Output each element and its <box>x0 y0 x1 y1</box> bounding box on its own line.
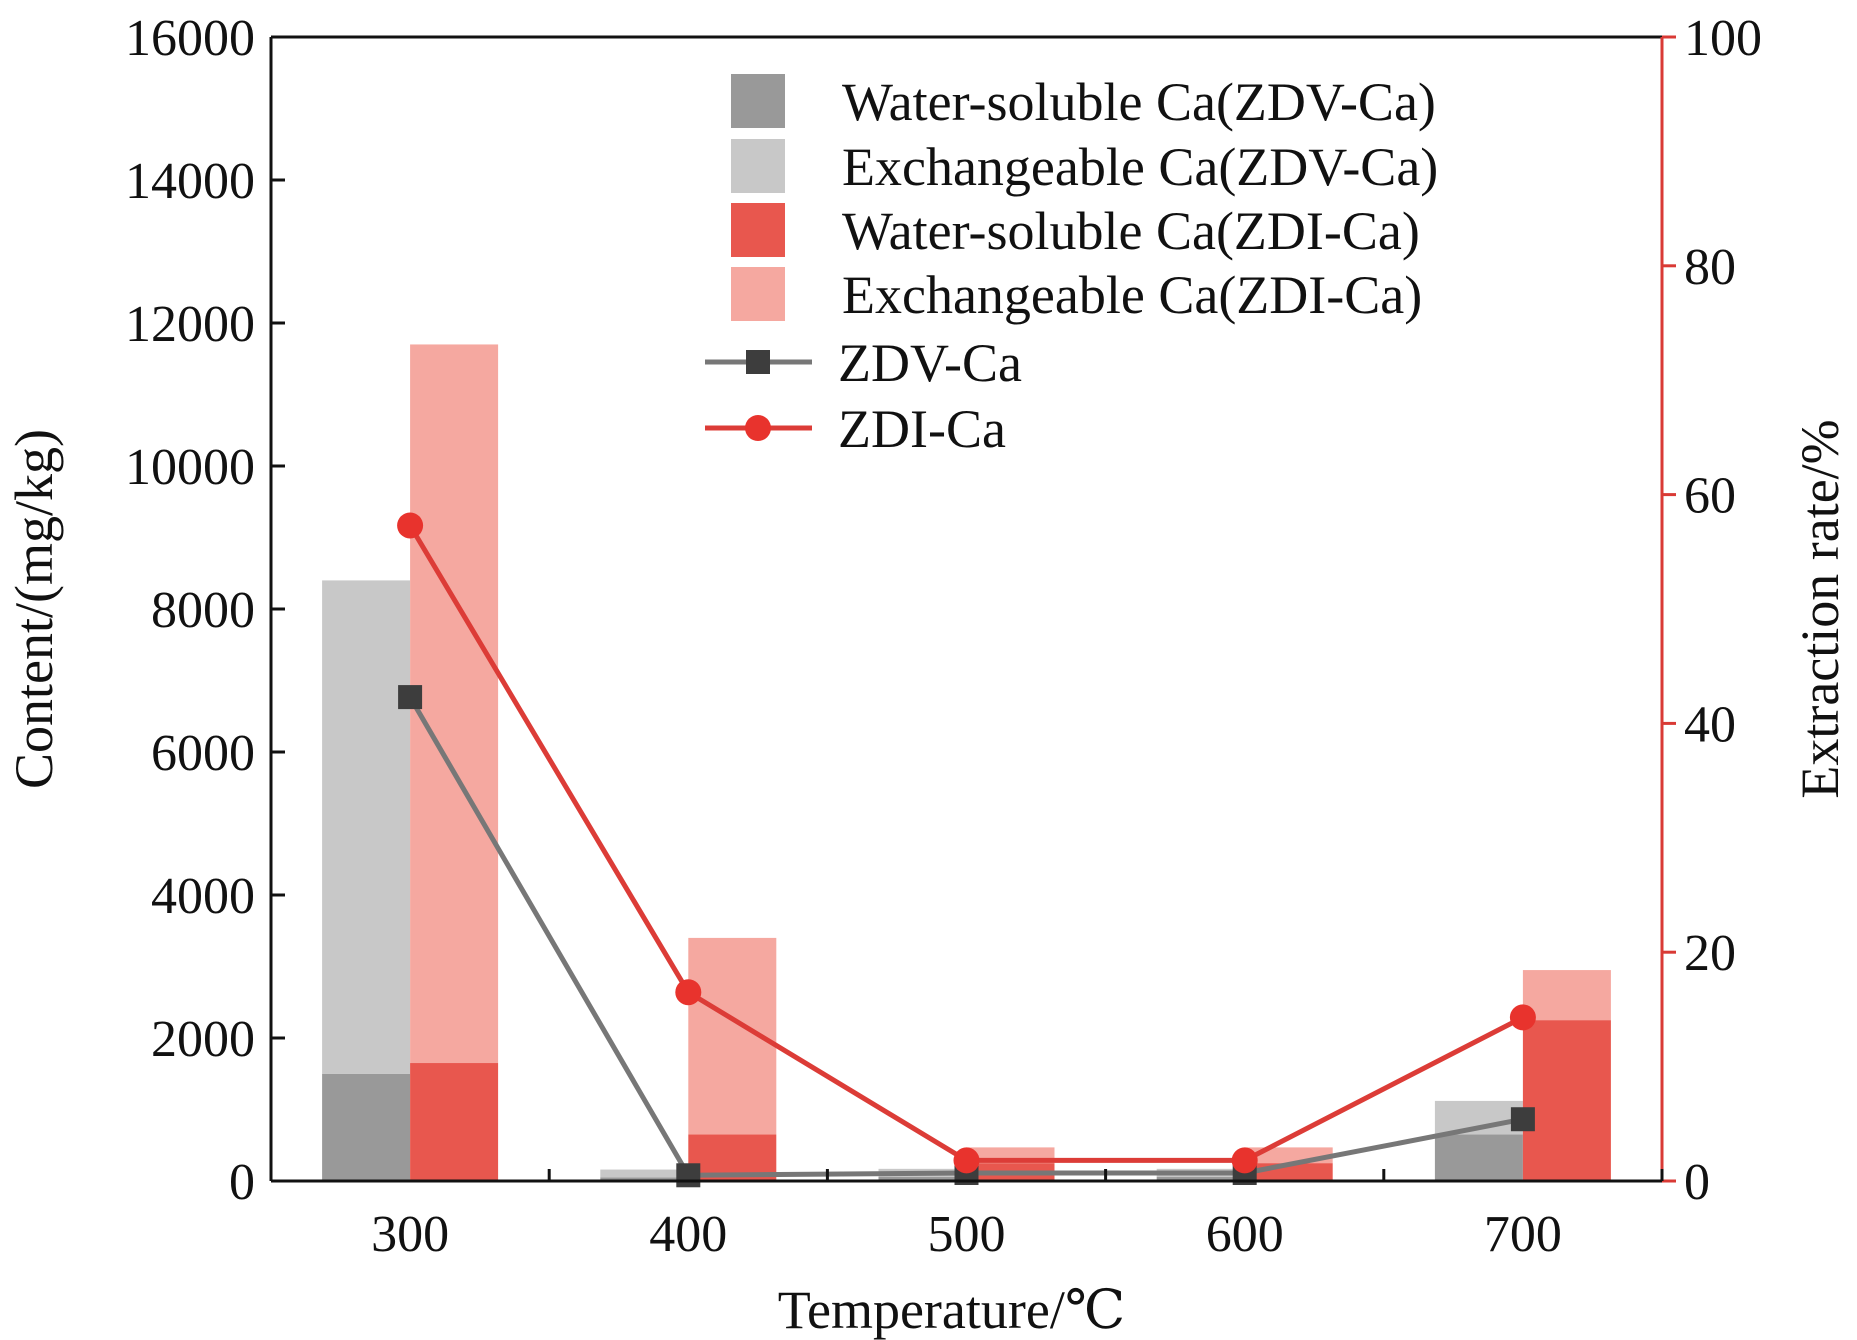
legend-swatch-1 <box>731 139 785 193</box>
bar-zdv-ca-water-soluble-400 <box>600 1177 689 1181</box>
legend-marker-square-icon <box>746 350 770 374</box>
legend: Water-soluble Ca(ZDV-Ca)Exchangeable Ca(… <box>705 72 1438 459</box>
bar-zdi-ca-exchangeable-300 <box>410 344 499 1064</box>
y-tick-label: 12000 <box>125 296 255 353</box>
y-tick-label: 10000 <box>125 439 255 496</box>
x-tick-label: 600 <box>1206 1206 1284 1263</box>
legend-marker-circle-icon <box>745 415 771 441</box>
marker-zdi-ca-700 <box>1509 1004 1536 1031</box>
marker-zdv-ca-400 <box>676 1163 701 1188</box>
bar-zdv-ca-exchangeable-300 <box>322 580 411 1074</box>
bar-zdv-ca-water-soluble-500 <box>878 1176 967 1181</box>
y2-tick-label: 100 <box>1684 10 1762 67</box>
marker-zdv-ca-300 <box>398 685 423 710</box>
bar-zdv-ca-water-soluble-300 <box>322 1073 411 1181</box>
legend-swatch-0 <box>731 74 785 128</box>
y-axis-title: Content/(mg/kg) <box>4 429 64 789</box>
y-tick-label: 4000 <box>151 868 255 925</box>
axes: 0 2000 4000 6000 8000 10000 12000 14000 16000 0 20… <box>4 10 1850 1340</box>
y-tick-label: 6000 <box>151 725 255 782</box>
legend-label: ZDV-Ca <box>838 333 1022 393</box>
y2-tick-label: 40 <box>1684 696 1736 753</box>
legend-swatch-2 <box>731 203 785 257</box>
bar-zdi-ca-water-soluble-700 <box>1522 1020 1611 1181</box>
x-tick-label: 700 <box>1484 1206 1562 1263</box>
marker-zdv-ca-700 <box>1510 1107 1535 1132</box>
y2-tick-label: 20 <box>1684 925 1736 982</box>
y-tick-label: 8000 <box>151 582 255 639</box>
bar-zdv-ca-exchangeable-400 <box>600 1169 689 1178</box>
x-axis-title: Temperature/℃ <box>778 1280 1125 1340</box>
y-tick-label: 2000 <box>151 1011 255 1068</box>
x-tick-label: 300 <box>371 1206 449 1263</box>
legend-swatch-3 <box>731 267 785 321</box>
marker-zdi-ca-400 <box>675 979 702 1006</box>
line-zdi-ca <box>407 524 1525 1163</box>
bar-zdi-ca-water-soluble-300 <box>410 1063 499 1181</box>
marker-zdi-ca-500 <box>953 1147 980 1174</box>
legend-label: Water-soluble Ca(ZDV-Ca) <box>842 72 1436 132</box>
legend-label: Water-soluble Ca(ZDI-Ca) <box>842 201 1420 261</box>
legend-label: ZDI-Ca <box>838 399 1006 459</box>
bar-zdv-ca-water-soluble-600 <box>1156 1176 1245 1181</box>
y-tick-label: 14000 <box>125 153 255 210</box>
y2-tick-label: 60 <box>1684 468 1736 525</box>
legend-label: Exchangeable Ca(ZDI-Ca) <box>842 265 1422 325</box>
bar-zdv-ca-water-soluble-700 <box>1434 1134 1523 1181</box>
y-tick-label: 16000 <box>125 10 255 67</box>
line-series <box>397 512 1536 1188</box>
y2-tick-label: 0 <box>1684 1154 1710 1211</box>
y2-tick-label: 80 <box>1684 239 1736 296</box>
x-tick-label: 400 <box>649 1206 727 1263</box>
marker-zdi-ca-300 <box>397 512 424 539</box>
marker-zdi-ca-600 <box>1231 1147 1258 1174</box>
y2-axis-title: Extraction rate/% <box>1790 419 1850 798</box>
x-tick-label: 500 <box>928 1206 1006 1263</box>
bars <box>322 344 1611 1181</box>
bar-zdi-ca-exchangeable-700 <box>1522 970 1611 1021</box>
legend-label: Exchangeable Ca(ZDV-Ca) <box>842 137 1438 197</box>
y-tick-label: 0 <box>229 1154 255 1211</box>
